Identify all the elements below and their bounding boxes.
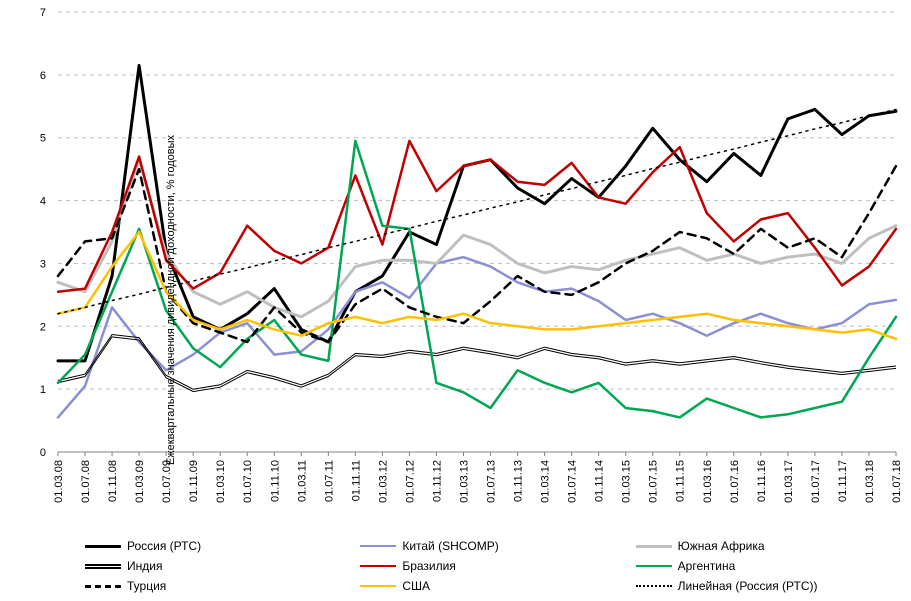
x-tick-label: 01.03.15 xyxy=(621,460,633,503)
x-tick-label: 01.11.13 xyxy=(513,460,525,502)
x-tick-label: 01.07.09 xyxy=(161,460,173,503)
legend-label: Турция xyxy=(127,579,166,593)
x-tick-label: 01.11.08 xyxy=(107,460,119,502)
y-tick-label: 2 xyxy=(40,321,46,333)
legend-label: Южная Африка xyxy=(678,539,765,553)
x-tick-label: 01.11.09 xyxy=(188,460,200,502)
legend-label: США xyxy=(402,579,430,593)
x-tick-label: 01.07.18 xyxy=(891,460,903,503)
y-tick-label: 3 xyxy=(40,258,46,270)
x-tick-label: 01.03.13 xyxy=(458,460,470,503)
legend-swatch xyxy=(360,585,396,587)
legend-swatch xyxy=(85,564,121,569)
legend-label: Россия (РТС) xyxy=(127,539,201,553)
legend-label: Аргентина xyxy=(678,559,736,573)
y-tick-label: 0 xyxy=(40,447,46,459)
legend-swatch xyxy=(360,545,396,547)
x-tick-label: 01.11.11 xyxy=(350,460,362,501)
legend-label: Китай (SHCOMP) xyxy=(402,539,498,553)
x-tick-label: 01.03.10 xyxy=(215,460,227,503)
x-tick-label: 01.11.17 xyxy=(837,460,849,502)
x-tick-label: 01.03.17 xyxy=(783,460,795,503)
x-tick-label: 01.03.18 xyxy=(864,460,876,503)
x-tick-label: 01.11.14 xyxy=(594,460,606,502)
y-tick-label: 5 xyxy=(40,133,46,145)
chart-legend: Россия (РТС) Китай (SHCOMP) Южная Африка Ин… xyxy=(85,539,901,593)
x-tick-label: 01.03.08 xyxy=(53,460,65,503)
x-tick-label: 01.03.12 xyxy=(377,460,389,503)
legend-swatch xyxy=(636,585,672,587)
x-tick-label: 01.03.16 xyxy=(702,460,714,503)
legend-item-argentina: Аргентина xyxy=(636,559,901,573)
x-tick-label: 01.07.17 xyxy=(810,460,822,503)
x-tick-label: 01.07.10 xyxy=(242,460,254,503)
legend-swatch xyxy=(360,565,396,567)
x-tick-label: 01.03.09 xyxy=(134,460,146,503)
legend-item-russia: Россия (РТС) xyxy=(85,539,350,553)
x-tick-label: 01.07.12 xyxy=(404,460,416,503)
legend-swatch xyxy=(85,545,121,548)
legend-swatch xyxy=(85,585,121,588)
legend-swatch xyxy=(636,565,672,567)
chart-plot-area: 0 1 2 3 4 5 6 7 01.03.08 01.07.08 01.11.08 01.03.09… xyxy=(0,0,911,601)
y-tick-label: 7 xyxy=(40,7,46,19)
y-tick-label: 4 xyxy=(40,196,46,208)
x-tick-label: 01.07.13 xyxy=(486,460,498,503)
legend-item-china: Китай (SHCOMP) xyxy=(360,539,625,553)
y-tick-label: 1 xyxy=(40,384,46,396)
x-tick-label: 01.11.16 xyxy=(756,460,768,502)
x-tick-label: 01.07.16 xyxy=(729,460,741,503)
legend-item-usa: США xyxy=(360,579,625,593)
x-tick-label: 01.07.11 xyxy=(323,460,335,502)
x-tick-label: 01.11.12 xyxy=(431,460,443,502)
y-axis-title: Ежеквартальные значения дивидендной дохо… xyxy=(165,135,177,465)
legend-item-brazil: Бразилия xyxy=(360,559,625,573)
legend-label: Линейная (Россия (РТС)) xyxy=(678,579,818,593)
legend-item-india: Индия xyxy=(85,559,350,573)
legend-item-turkey: Турция xyxy=(85,579,350,593)
y-tick-label: 6 xyxy=(40,70,46,82)
legend-item-safrica: Южная Африка xyxy=(636,539,901,553)
x-tick-label: 01.07.14 xyxy=(567,460,579,503)
x-tick-label: 01.11.10 xyxy=(269,460,281,502)
x-tick-label: 01.07.08 xyxy=(80,460,92,503)
legend-swatch xyxy=(636,545,672,548)
x-tick-label: 01.07.15 xyxy=(648,460,660,503)
x-tick-label: 01.11.15 xyxy=(675,460,687,502)
x-tick-label: 01.03.11 xyxy=(296,460,308,502)
legend-label: Индия xyxy=(127,559,162,573)
x-tick-label: 01.03.14 xyxy=(540,460,552,503)
dividend-yield-chart: Ежеквартальные значения дивидендной дохо… xyxy=(0,0,911,601)
legend-item-trend: Линейная (Россия (РТС)) xyxy=(636,579,901,593)
legend-label: Бразилия xyxy=(402,559,456,573)
